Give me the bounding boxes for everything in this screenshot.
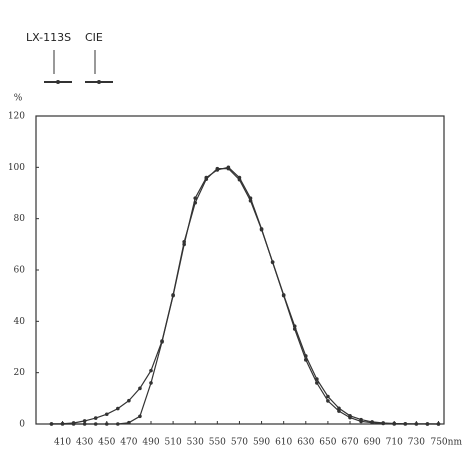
series-marker xyxy=(60,421,65,426)
series-line xyxy=(51,166,439,425)
series-marker xyxy=(370,420,374,424)
series-marker xyxy=(315,377,319,381)
series-marker xyxy=(348,413,352,418)
series-marker xyxy=(281,293,286,297)
series-marker xyxy=(160,339,164,343)
series-marker xyxy=(292,324,297,329)
series-marker xyxy=(182,239,186,244)
series-marker xyxy=(204,177,209,181)
legend-marker xyxy=(56,80,60,84)
legend-marker xyxy=(97,80,101,84)
series-marker xyxy=(71,421,76,425)
series-marker xyxy=(259,227,264,232)
x-tick-label: 430 xyxy=(76,438,93,448)
x-tick-label: 730 xyxy=(408,438,425,448)
series-marker xyxy=(93,416,98,420)
series-marker xyxy=(303,354,308,358)
x-tick-label: 530 xyxy=(187,438,204,448)
series-marker xyxy=(127,398,131,403)
x-tick-label: 630 xyxy=(297,438,314,448)
series-marker xyxy=(326,394,330,399)
x-tick-label: 750nm xyxy=(430,438,462,448)
y-tick-label: 60 xyxy=(14,266,26,276)
series-marker xyxy=(403,421,408,426)
series-marker xyxy=(171,293,175,297)
series-marker xyxy=(193,200,198,205)
series-marker xyxy=(315,381,319,385)
series-line xyxy=(51,168,439,425)
series-marker xyxy=(49,422,54,426)
x-tick-label: 690 xyxy=(364,438,381,448)
y-tick-label: 40 xyxy=(14,317,26,327)
y-tick-label: 20 xyxy=(14,368,26,378)
series-marker xyxy=(127,420,131,425)
legend-label: CIE xyxy=(85,31,103,44)
x-tick-label: 710 xyxy=(386,438,403,448)
series-marker xyxy=(226,166,231,171)
legend-label: LX-113S xyxy=(26,31,71,44)
series-marker xyxy=(93,422,98,426)
y-axis-label: % xyxy=(14,94,23,104)
series-marker xyxy=(82,422,87,426)
series-marker xyxy=(237,177,242,182)
series-marker xyxy=(425,422,430,426)
series-marker xyxy=(414,422,419,426)
series-marker xyxy=(381,421,385,425)
series-marker xyxy=(138,414,142,419)
y-tick-label: 80 xyxy=(14,214,26,224)
series-marker xyxy=(326,399,330,403)
series-marker xyxy=(270,260,275,264)
x-tick-label: 610 xyxy=(275,438,292,448)
x-tick-label: 650 xyxy=(319,438,336,448)
series-marker xyxy=(116,406,120,411)
series-marker xyxy=(392,421,397,426)
x-tick-label: 670 xyxy=(341,438,358,448)
y-tick-label: 0 xyxy=(19,420,25,430)
series-marker xyxy=(215,166,220,171)
series-marker xyxy=(359,417,363,422)
series-marker xyxy=(104,412,109,417)
series-marker xyxy=(436,422,441,426)
x-tick-label: 510 xyxy=(165,438,182,448)
series-marker xyxy=(149,368,153,373)
y-tick-label: 120 xyxy=(8,112,25,122)
x-tick-label: 410 xyxy=(54,438,71,448)
series-marker xyxy=(337,409,341,413)
y-tick-label: 100 xyxy=(8,163,25,173)
series-marker xyxy=(149,381,153,385)
series-marker xyxy=(248,198,253,203)
series-marker xyxy=(104,422,109,426)
x-tick-label: 470 xyxy=(120,438,137,448)
series-marker xyxy=(193,196,198,200)
series-marker xyxy=(337,406,341,411)
series-marker xyxy=(82,419,87,423)
x-tick-label: 450 xyxy=(98,438,115,448)
x-tick-label: 570 xyxy=(231,438,248,448)
series-marker xyxy=(138,386,142,391)
x-tick-label: 590 xyxy=(253,438,270,448)
x-tick-label: 490 xyxy=(142,438,159,448)
x-tick-label: 550 xyxy=(209,438,226,448)
plot-frame xyxy=(35,115,445,425)
series-marker xyxy=(116,422,120,426)
